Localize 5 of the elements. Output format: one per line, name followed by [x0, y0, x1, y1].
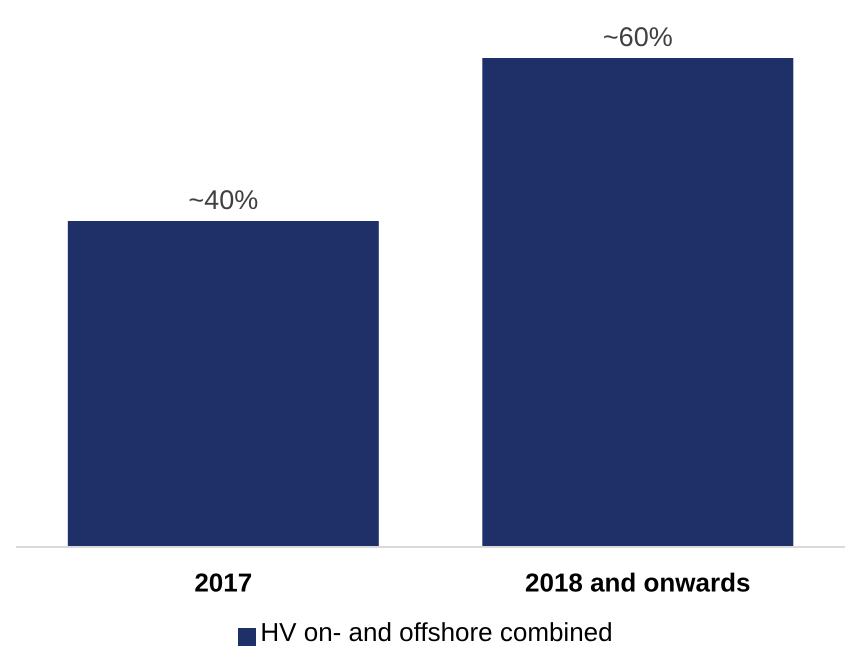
data-label: ~40%	[188, 185, 258, 215]
legend-label: HV on- and offshore combined	[260, 617, 613, 647]
x-tick-label: 2017	[194, 567, 252, 598]
x-tick-label: 2018 and onwards	[525, 567, 750, 598]
data-label: ~60%	[602, 22, 673, 52]
